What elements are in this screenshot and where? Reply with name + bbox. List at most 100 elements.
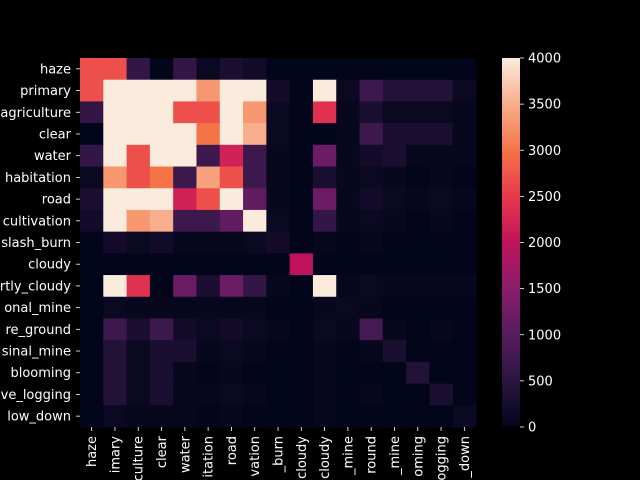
heatmap-cell-partly_cloudy-haze: [80, 275, 104, 298]
heatmap-cell-conventional_mine-selective_logging: [429, 296, 454, 320]
heatmap-cell-road-bare_ground: [359, 188, 384, 211]
heatmap-cell-clear-water: [173, 123, 198, 146]
heatmap-cell-primary-cloudy: [289, 79, 314, 103]
heatmap-cell-blooming-blow_down: [452, 361, 477, 385]
heatmap-cell-haze-conventional_mine: [336, 58, 361, 81]
heatmap-cell-partly_cloudy-selective_logging: [429, 275, 454, 298]
heatmap-cell-primary-blow_down: [452, 79, 477, 103]
heatmap-cell-blow_down-artisinal_mine: [382, 405, 407, 428]
heatmap-cell-blooming-water: [173, 361, 198, 385]
heatmap-cell-selective_logging-road: [219, 383, 244, 406]
heatmap-cell-partly_cloudy-partly_cloudy: [312, 275, 337, 298]
x-tick-label: imary: [108, 436, 123, 474]
heatmap-cell-conventional_mine-cultivation: [243, 296, 267, 320]
heatmap-cell-cultivation-partly_cloudy: [312, 209, 337, 233]
heatmap-cell-blow_down-cultivation: [243, 405, 267, 428]
heatmap-cell-habitation-haze: [80, 166, 104, 189]
heatmap-cell-habitation-water: [173, 166, 198, 189]
heatmap-cell-habitation-conventional_mine: [336, 166, 361, 189]
heatmap-cell-agriculture-partly_cloudy: [312, 101, 337, 124]
heatmap-cell-blooming-habitation: [196, 361, 221, 385]
heatmap-cell-blooming-road: [219, 361, 244, 385]
heatmap-cell-agriculture-blow_down: [452, 101, 477, 124]
heatmap-cell-cloudy-habitation: [196, 253, 221, 276]
heatmap-cell-primary-bare_ground: [359, 79, 384, 103]
colorbar-tick-label: 1000: [528, 328, 561, 343]
heatmap-cell-conventional_mine-road: [219, 296, 244, 320]
heatmap-cell-blow_down-haze: [80, 405, 104, 428]
heatmap-cell-bare_ground-habitation: [196, 318, 221, 341]
heatmap-cell-haze-bare_ground: [359, 58, 384, 81]
heatmap-cell-habitation-blow_down: [452, 166, 477, 189]
colorbar-tick-label: 4000: [528, 52, 561, 67]
heatmap-cell-bare_ground-road: [219, 318, 244, 341]
heatmap-cell-selective_logging-blow_down: [452, 383, 477, 406]
heatmap-cell-water-primary: [103, 144, 128, 168]
heatmap-cell-clear-bare_ground: [359, 123, 384, 146]
heatmap-cell-selective_logging-bare_ground: [359, 383, 384, 406]
heatmap-cell-blooming-primary: [103, 361, 128, 385]
heatmap-cell-partly_cloudy-cloudy: [289, 275, 314, 298]
heatmap-cell-clear-blooming: [406, 123, 431, 146]
y-tick-label: habitation: [5, 171, 71, 186]
x-tick-label: itation: [202, 436, 217, 478]
heatmap-cell-agriculture-cloudy: [289, 101, 314, 124]
heatmap-cell-blooming-artisinal_mine: [382, 361, 407, 385]
heatmap-cell-selective_logging-agriculture: [126, 383, 151, 406]
y-tick-label: clear: [39, 127, 72, 142]
heatmap-cell-road-cloudy: [289, 188, 314, 211]
heatmap-cell-water-habitation: [196, 144, 221, 168]
heatmap-cell-cloudy-water: [173, 253, 198, 276]
heatmap-cell-conventional_mine-blooming: [406, 296, 431, 320]
heatmap-cell-habitation-cultivation: [243, 166, 267, 189]
heatmap-cell-road-slash_burn: [266, 188, 291, 211]
y-tick-label: re_ground: [5, 323, 71, 338]
x-tick-label: road: [225, 436, 240, 465]
heatmap-cell-clear-blow_down: [452, 123, 477, 146]
heatmap-cell-slash_burn-cloudy: [289, 231, 314, 254]
heatmap-cell-blow_down-agriculture: [126, 405, 151, 428]
heatmap-cell-cloudy-conventional_mine: [336, 253, 361, 276]
heatmap-cell-cultivation-road: [219, 209, 244, 233]
heatmap-cell-artisinal_mine-partly_cloudy: [312, 340, 337, 363]
heatmap-cell-bare_ground-haze: [80, 318, 104, 341]
heatmap-cell-cultivation-primary: [103, 209, 128, 233]
heatmap-cell-cloudy-road: [219, 253, 244, 276]
heatmap-cell-cloudy-haze: [80, 253, 104, 276]
heatmap-cell-water-conventional_mine: [336, 144, 361, 168]
heatmap-cell-haze-habitation: [196, 58, 221, 81]
heatmap-cell-primary-agriculture: [126, 79, 151, 103]
heatmap-cell-water-water: [173, 144, 198, 168]
heatmap-cell-road-water: [173, 188, 198, 211]
heatmap-cell-artisinal_mine-primary: [103, 340, 128, 363]
heatmap-cell-cultivation-agriculture: [126, 209, 151, 233]
x-tick-label: _down: [458, 436, 473, 479]
heatmap-cell-bare_ground-artisinal_mine: [382, 318, 407, 341]
heatmap-cell-haze-agriculture: [126, 58, 151, 81]
heatmap-cell-selective_logging-haze: [80, 383, 104, 406]
colorbar-tick-label: 500: [528, 374, 553, 389]
heatmap-cell-bare_ground-blooming: [406, 318, 431, 341]
y-tick-label: blooming: [10, 366, 71, 381]
heatmap-cell-selective_logging-partly_cloudy: [312, 383, 337, 406]
heatmap-cell-artisinal_mine-clear: [149, 340, 174, 363]
heatmap-cell-haze-artisinal_mine: [382, 58, 407, 81]
heatmap-cell-selective_logging-cloudy: [289, 383, 314, 406]
heatmap-cell-agriculture-clear: [149, 101, 174, 124]
heatmap-cell-road-habitation: [196, 188, 221, 211]
heatmap-cell-artisinal_mine-cultivation: [243, 340, 267, 363]
heatmap-cell-agriculture-slash_burn: [266, 101, 291, 124]
heatmap-cell-bare_ground-agriculture: [126, 318, 151, 341]
heatmap-cell-agriculture-habitation: [196, 101, 221, 124]
heatmap-cell-artisinal_mine-bare_ground: [359, 340, 384, 363]
y-tick-label: ve_logging: [1, 388, 71, 403]
heatmap-cell-blooming-cultivation: [243, 361, 267, 385]
x-tick-label: oming: [411, 436, 426, 477]
y-tick-label: agriculture: [0, 106, 71, 121]
heatmap-cell-artisinal_mine-haze: [80, 340, 104, 363]
heatmap-cell-road-agriculture: [126, 188, 151, 211]
heatmap-cell-agriculture-blooming: [406, 101, 431, 124]
heatmap-cell-selective_logging-slash_burn: [266, 383, 291, 406]
heatmap-cell-partly_cloudy-blow_down: [452, 275, 477, 298]
heatmap-cell-conventional_mine-agriculture: [126, 296, 151, 320]
